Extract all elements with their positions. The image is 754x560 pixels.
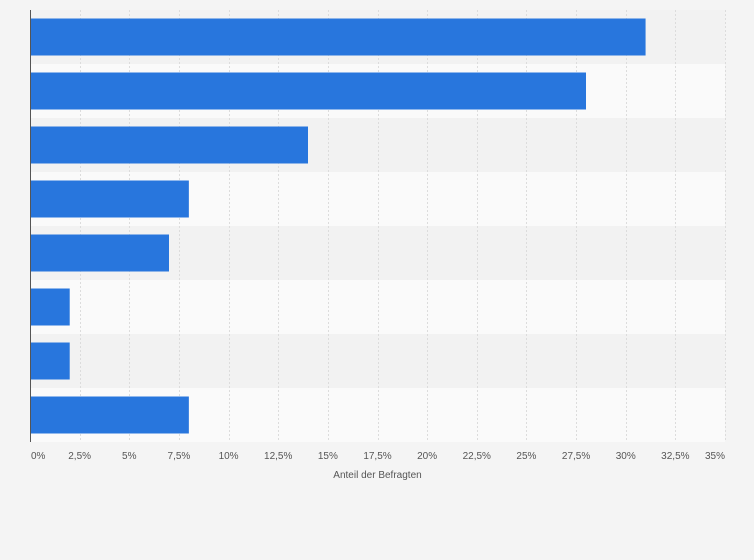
bar[interactable] <box>30 396 189 434</box>
x-tick-label: 22,5% <box>463 451 491 462</box>
row-band <box>30 334 725 388</box>
bar[interactable] <box>30 234 169 272</box>
x-tick-label: 30% <box>616 451 636 462</box>
bar[interactable] <box>30 342 70 380</box>
bar[interactable] <box>30 18 646 56</box>
x-tick-label: 0% <box>31 451 46 462</box>
x-tick-label: 7,5% <box>168 451 191 462</box>
x-tick-label: 17,5% <box>363 451 391 462</box>
x-tick-label: 25% <box>516 451 536 462</box>
bar[interactable] <box>30 288 70 326</box>
x-tick-label: 27,5% <box>562 451 590 462</box>
bar[interactable] <box>30 72 586 110</box>
x-tick-label: 15% <box>318 451 338 462</box>
x-axis-title: Anteil der Befragten <box>333 470 421 481</box>
bar[interactable] <box>30 180 189 218</box>
row-band <box>30 280 725 334</box>
x-tick-label: 2,5% <box>68 451 91 462</box>
x-tick-label: 20% <box>417 451 437 462</box>
x-tick-label: 10% <box>219 451 239 462</box>
bars <box>30 18 646 434</box>
x-tick-label: 35% <box>705 451 725 462</box>
x-tick-labels: 0% 2,5% 5% 7,5% 10% 12,5% 15% 17,5% 20% 22,5% 25% 2… <box>31 451 725 462</box>
bar[interactable] <box>30 126 308 164</box>
x-tick-label: 32,5% <box>661 451 689 462</box>
x-tick-label: 12,5% <box>264 451 292 462</box>
x-tick-label: 5% <box>122 451 137 462</box>
